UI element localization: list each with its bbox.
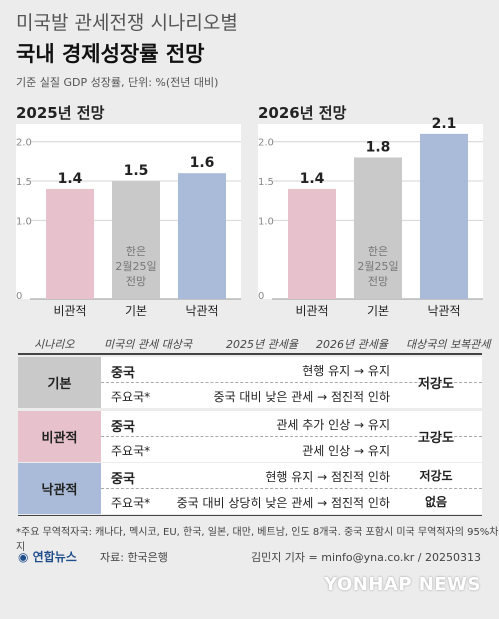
scenario-pessimistic: 비관적 [18, 411, 101, 462]
row-basic-major-label: 주요국* [111, 390, 151, 404]
credit: 김민지 기자 = minfo@yna.co.kr / 20250313 [250, 551, 481, 564]
chart-title-2026: 2026년 전망 [258, 104, 347, 122]
y-tick-label: 1.5 [258, 177, 274, 188]
footnote: *주요 무역적자국: 캐나다, 멕시코, EU, 한국, 일본, 대만, 베트남… [16, 527, 499, 553]
data-label: 1.4 [58, 171, 83, 187]
row-pess-major-label: 주요국* [111, 444, 151, 458]
bar-기본 [354, 157, 402, 299]
row-basic-china-label: 중국 [111, 366, 135, 381]
data-label: 1.5 [124, 163, 149, 179]
row-pess-major: 주요국* 관세 인상 → 유지 [101, 437, 482, 462]
data-label: 2.1 [432, 116, 457, 132]
bar-annotation: 전망 [368, 275, 388, 288]
title-line1: 미국발 관세전쟁 시나리오별 [16, 12, 238, 34]
y-tick-label: 1.5 [16, 177, 32, 188]
watermark: YONHAP NEWS [324, 574, 481, 595]
table-row-basic: 기본 중국 현행 유지 → 유지 주요국* 중국 대비 낮은 관세 → 점진적 … [18, 357, 482, 408]
row-opt-major: 주요국* 중국 대비 상당히 낮은 관세 → 점진적 인하 [101, 489, 482, 514]
header-retaliation: 대상국의 보복관세 [406, 338, 491, 351]
data-label: 1.4 [300, 171, 325, 187]
row-opt-major-desc: 중국 대비 상당히 낮은 관세 → 점진적 인하 [176, 496, 390, 510]
bar-annotation: 전망 [126, 275, 146, 288]
data-label: 1.8 [366, 139, 391, 155]
x-tick-label: 낙관적 [427, 304, 460, 318]
row-divider [101, 436, 482, 437]
y-tick-label: 1.0 [258, 216, 274, 227]
bar-낙관적 [178, 173, 226, 299]
row-pess-china-desc: 관세 추가 인상 → 유지 [276, 418, 390, 432]
row-opt-major-label: 주요국* [111, 496, 151, 510]
y-tick-label: 0 [16, 291, 22, 302]
row-basic-china-desc: 현행 유지 → 유지 [302, 364, 390, 378]
row-pess-china: 중국 관세 추가 인상 → 유지 [101, 411, 482, 436]
bar-annotation: 2월25일 [357, 259, 398, 273]
row-basic-retaliation: 저강도 [418, 377, 454, 392]
row-basic-major-desc: 중국 대비 낮은 관세 → 점진적 인하 [213, 390, 390, 404]
header-2025: 2025년 관세율 [226, 338, 298, 351]
x-tick-label: 비관적 [295, 304, 328, 318]
y-tick-label: 0 [258, 291, 264, 302]
x-tick-label: 기본 [125, 304, 147, 318]
yonhap-logo: ◉ 연합뉴스 [18, 548, 77, 565]
table-top-rule [18, 353, 482, 355]
scenario-basic: 기본 [18, 357, 101, 408]
y-tick-label: 2.0 [16, 138, 32, 149]
row-opt-retaliation-china: 저강도 [419, 469, 453, 483]
chart-title-2025: 2025년 전망 [16, 104, 105, 122]
bar-annotation: 2월25일 [115, 259, 156, 273]
row-opt-retaliation-major: 없음 [424, 495, 448, 509]
scenario-optimistic: 낙관적 [18, 463, 101, 514]
row-opt-china-label: 중국 [111, 472, 135, 487]
table-row-pessimistic: 비관적 중국 관세 추가 인상 → 유지 주요국* 관세 인상 → 유지 고강도 [18, 411, 482, 462]
y-tick-label: 1.0 [16, 216, 32, 227]
row-opt-china-desc: 현행 유지 → 점진적 인하 [265, 470, 390, 484]
page-title: 국내 경제성장률 전망 [16, 42, 205, 66]
row-opt-china: 중국 현행 유지 → 점진적 인하 [101, 463, 482, 488]
row-divider [101, 382, 482, 383]
row-pess-china-label: 중국 [111, 420, 135, 435]
x-tick-label: 비관적 [53, 304, 86, 318]
row-pess-major-desc: 관세 인상 → 유지 [302, 444, 390, 458]
bar-비관적 [46, 188, 94, 299]
bar-annotation: 한은 [368, 245, 388, 258]
data-label: 1.6 [190, 155, 215, 171]
row-pess-retaliation: 고강도 [418, 431, 454, 446]
header-scenario: 시나리오 [34, 338, 75, 351]
table-bottom-rule [18, 515, 482, 516]
header-target: 미국의 관세 대상국 [104, 338, 192, 351]
y-tick-label: 2.0 [258, 138, 274, 149]
source: 자료: 한국은행 [100, 551, 168, 564]
logo-text: 연합뉴스 [32, 550, 77, 564]
bar-비관적 [288, 188, 336, 299]
bar-기본 [112, 181, 160, 299]
row-divider [101, 488, 482, 489]
logo-icon: ◉ [18, 550, 29, 564]
table-row-optimistic: 낙관적 중국 현행 유지 → 점진적 인하 저강도 주요국* 중국 대비 상당히… [18, 463, 482, 514]
row-basic-major: 주요국* 중국 대비 낮은 관세 → 점진적 인하 [101, 383, 482, 408]
bar-낙관적 [420, 133, 468, 299]
header-2026: 2026년 관세율 [316, 338, 388, 351]
bar-annotation: 한은 [126, 245, 146, 258]
x-tick-label: 낙관적 [185, 304, 218, 318]
subtitle: 기준 실질 GDP 성장률, 단위: %(전년 대비) [16, 76, 219, 89]
x-tick-label: 기본 [367, 304, 389, 318]
table-header: 시나리오 미국의 관세 대상국 2025년 관세율 2026년 관세율 대상국의… [0, 333, 499, 353]
row-basic-china: 중국 현행 유지 → 유지 [101, 357, 482, 382]
